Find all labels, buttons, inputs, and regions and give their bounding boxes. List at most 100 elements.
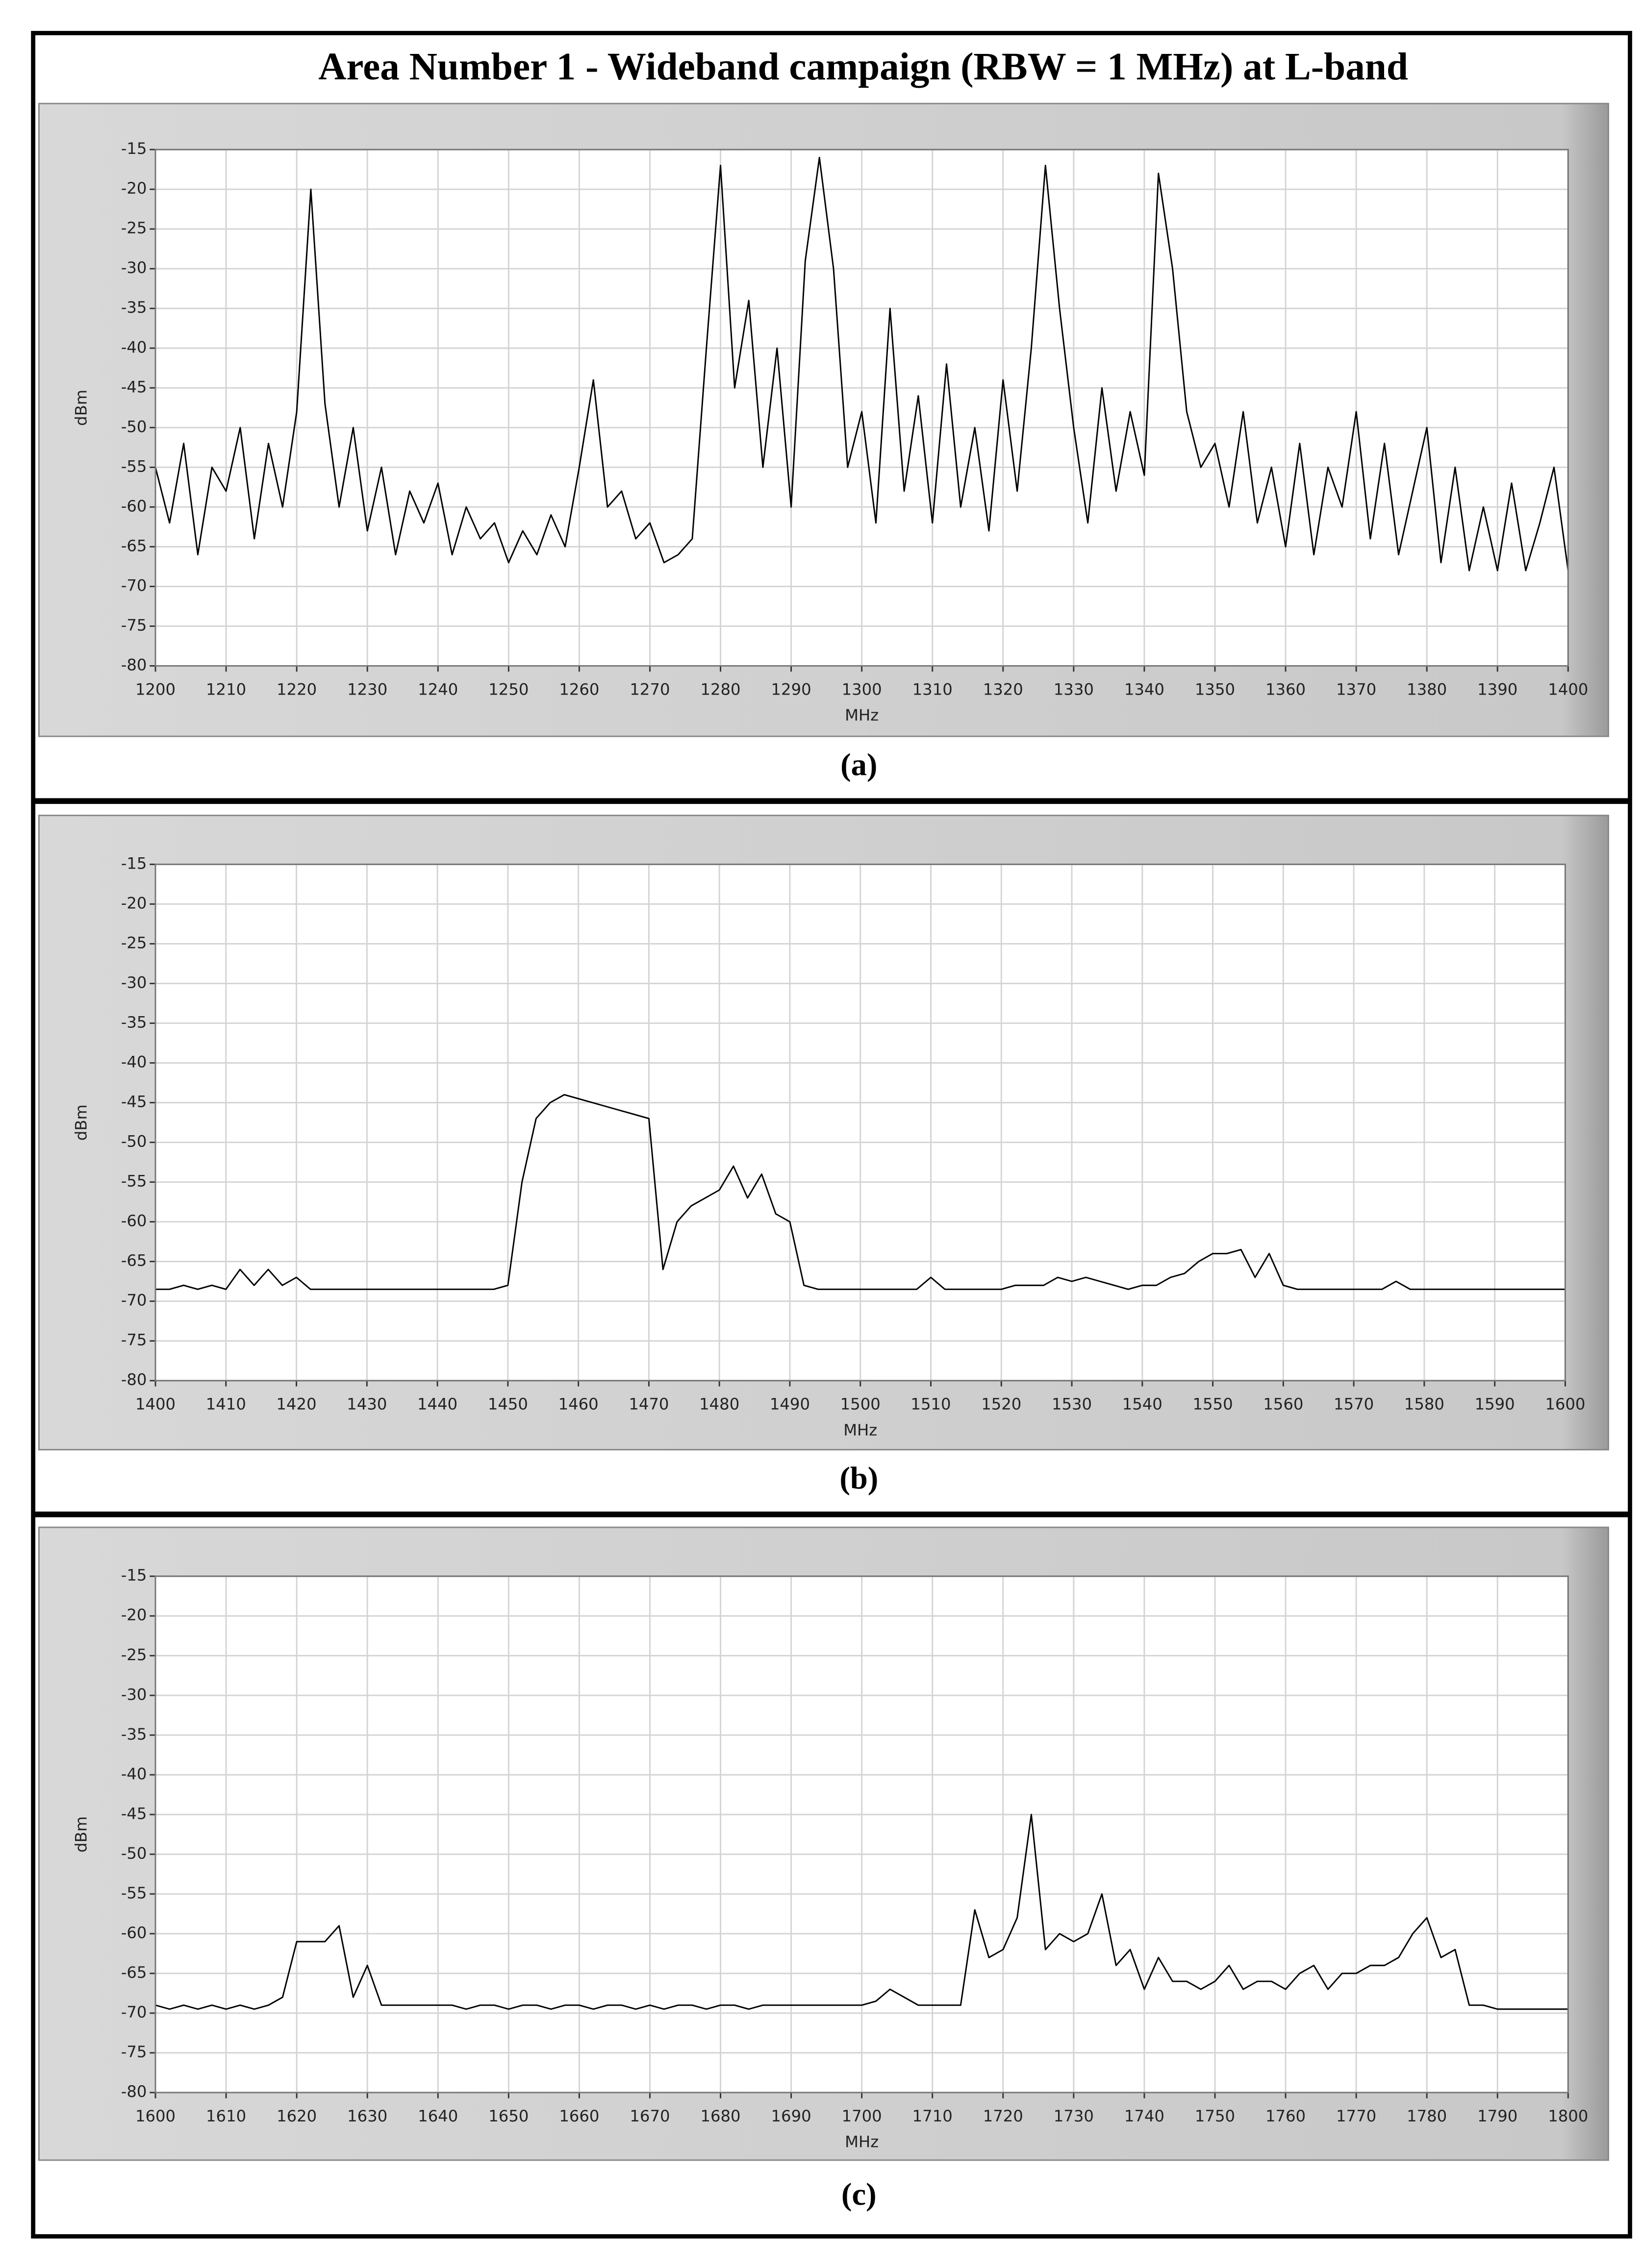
x-tick-label: 1570: [1334, 1395, 1374, 1414]
x-tick-label: 1240: [418, 680, 458, 698]
x-tick-label: 1460: [558, 1395, 599, 1414]
x-tick-label: 1500: [840, 1395, 881, 1414]
x-tick-label: 1510: [910, 1395, 951, 1414]
y-tick-label: -60: [121, 497, 147, 515]
x-tick-label: 1270: [630, 680, 670, 698]
y-tick-label: -15: [121, 1566, 147, 1585]
spectrum-line: [155, 1814, 1568, 2010]
x-tick-label: 1390: [1477, 680, 1517, 698]
x-tick-label: 1670: [630, 2107, 670, 2125]
x-tick-label: 1400: [1548, 680, 1588, 698]
y-tick-label: -45: [121, 377, 147, 396]
y-tick-label: -25: [121, 933, 147, 952]
x-tick-label: 1370: [1336, 680, 1376, 698]
x-tick-label: 1280: [700, 680, 740, 698]
x-tick-label: 1430: [347, 1395, 387, 1414]
y-tick-label: -75: [121, 2043, 147, 2061]
x-axis-label: MHz: [845, 706, 879, 724]
y-axis-label: dBm: [72, 1816, 90, 1852]
y-tick-label: -20: [121, 894, 147, 912]
x-tick-label: 1330: [1054, 680, 1094, 698]
y-tick-label: -80: [121, 2082, 147, 2101]
x-tick-label: 1650: [488, 2107, 529, 2125]
x-tick-label: 1620: [277, 2107, 317, 2125]
x-tick-label: 1230: [347, 680, 387, 698]
x-tick-label: 1250: [488, 680, 529, 698]
y-tick-label: -70: [121, 2003, 147, 2021]
y-tick-label: -50: [121, 1844, 147, 1863]
spectrum-line: [155, 1094, 1566, 1290]
y-tick-label: -20: [121, 179, 147, 198]
x-tick-label: 1740: [1124, 2107, 1164, 2125]
x-tick-label: 1760: [1265, 2107, 1306, 2125]
plot-border: [154, 149, 1569, 667]
y-tick-label: -80: [121, 655, 147, 674]
y-tick-label: -25: [121, 219, 147, 237]
y-axis-label: dBm: [72, 390, 90, 426]
x-tick-label: 1600: [1545, 1395, 1585, 1414]
page-title: Area Number 1 - Wideband campaign (RBW =…: [318, 45, 1408, 88]
x-tick-label: 1540: [1122, 1395, 1163, 1414]
y-tick-label: -55: [121, 1172, 147, 1191]
x-tick-label: 1550: [1192, 1395, 1233, 1414]
y-tick-label: -35: [121, 1725, 147, 1744]
x-tick-label: 1800: [1548, 2107, 1588, 2125]
x-tick-label: 1400: [135, 1395, 176, 1414]
y-tick-label: -45: [121, 1093, 147, 1111]
x-tick-label: 1450: [488, 1395, 528, 1414]
x-tick-label: 1340: [1124, 680, 1164, 698]
y-tick-label: -65: [121, 1963, 147, 1982]
y-tick-label: -80: [121, 1371, 147, 1389]
x-axis-label: MHz: [843, 1421, 877, 1439]
panel-caption: (a): [840, 747, 877, 782]
x-tick-label: 1690: [771, 2107, 811, 2125]
y-tick-label: -70: [121, 1291, 147, 1310]
panel-caption: (c): [841, 2176, 877, 2212]
x-tick-label: 1310: [912, 680, 953, 698]
y-tick-label: -15: [121, 854, 147, 872]
x-tick-label: 1350: [1195, 680, 1235, 698]
y-tick-label: -50: [121, 417, 147, 436]
y-tick-label: -40: [121, 1052, 147, 1071]
y-tick-label: -75: [121, 1331, 147, 1349]
x-tick-label: 1730: [1054, 2107, 1094, 2125]
x-tick-label: 1600: [135, 2107, 176, 2125]
y-tick-label: -30: [121, 1685, 147, 1704]
y-tick-label: -35: [121, 1013, 147, 1031]
y-tick-label: -30: [121, 973, 147, 992]
y-tick-label: -40: [121, 338, 147, 356]
y-tick-label: -65: [121, 536, 147, 555]
y-tick-label: -35: [121, 298, 147, 317]
x-tick-label: 1440: [417, 1395, 457, 1414]
x-tick-label: 1300: [842, 680, 882, 698]
y-tick-label: -60: [121, 1923, 147, 1942]
y-tick-label: -15: [121, 139, 147, 158]
x-tick-label: 1290: [771, 680, 811, 698]
x-tick-label: 1320: [983, 680, 1023, 698]
y-tick-label: -65: [121, 1251, 147, 1270]
x-tick-label: 1660: [559, 2107, 599, 2125]
plot-border: [154, 1575, 1569, 2094]
outer-border: [31, 31, 1632, 2239]
x-tick-label: 1380: [1407, 680, 1447, 698]
x-tick-label: 1780: [1407, 2107, 1447, 2125]
spectrum-line: [154, 156, 1569, 572]
x-tick-label: 1560: [1263, 1395, 1303, 1414]
x-tick-label: 1630: [347, 2107, 387, 2125]
x-tick-label: 1260: [559, 680, 599, 698]
x-tick-label: 1420: [277, 1395, 317, 1414]
x-tick-label: 1610: [206, 2107, 246, 2125]
x-tick-label: 1700: [842, 2107, 882, 2125]
x-tick-label: 1470: [629, 1395, 669, 1414]
y-tick-label: -30: [121, 258, 147, 277]
x-tick-label: 1710: [912, 2107, 953, 2125]
x-tick-label: 1490: [770, 1395, 810, 1414]
y-tick-label: -45: [121, 1804, 147, 1823]
x-tick-label: 1790: [1477, 2107, 1517, 2125]
x-tick-label: 1200: [135, 680, 176, 698]
y-tick-label: -60: [121, 1212, 147, 1230]
y-tick-label: -55: [121, 457, 147, 475]
y-tick-label: -25: [121, 1645, 147, 1664]
x-tick-label: 1770: [1336, 2107, 1376, 2125]
y-tick-label: -55: [121, 1884, 147, 1902]
